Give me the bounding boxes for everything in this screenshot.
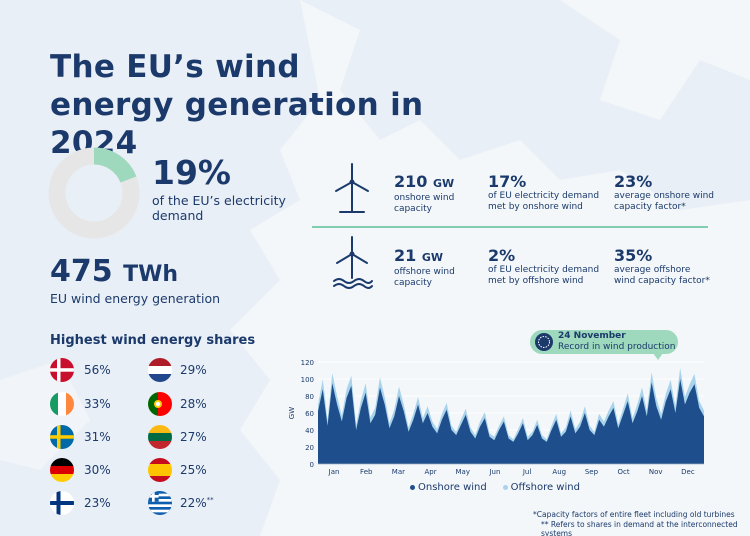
greece-share: 22%** — [180, 496, 214, 510]
onshore-demand-stat: 17% of EU electricity demand met by onsh… — [488, 172, 613, 213]
portugal-share: 28% — [180, 397, 207, 411]
x-tick-label: Mar — [392, 468, 405, 476]
generation-value: 475 TWh — [50, 255, 178, 292]
record-callout — [530, 330, 678, 354]
x-tick-label: Dec — [681, 468, 695, 476]
donut-share-arc — [48, 147, 140, 239]
netherlands-flag-icon — [148, 358, 172, 382]
record-badge-icon — [535, 333, 553, 351]
offshore-factor-value: 35% — [614, 246, 653, 265]
demand-share-donut — [48, 147, 140, 239]
demand-share-value: 19% — [152, 153, 231, 192]
offshore-demand-value: 2% — [488, 246, 516, 265]
onshore-factor-stat: 23% average onshore wind capacity factor… — [614, 172, 714, 213]
offshore-factor-stat: 35% average offshore wind capacity facto… — [614, 246, 714, 287]
y-tick-label: 80 — [305, 393, 314, 401]
y-tick-label: 40 — [305, 427, 314, 435]
wind-production-chart: 0 20 40 60 80 100 120 GW Jan Feb Mar Apr May Jun Jul Au… — [288, 359, 704, 476]
x-tick-label: Jun — [488, 468, 500, 476]
callout-date: 24 November — [558, 331, 626, 341]
legend-onshore: Onshore wind — [418, 482, 487, 493]
x-tick-label: Aug — [552, 468, 566, 476]
germany-share: 30% — [84, 463, 111, 477]
shares-title: Highest wind energy shares — [50, 333, 256, 348]
footnote-capacity: *Capacity factors of entire fleet includ… — [533, 510, 735, 519]
onshore-factor-value: 23% — [614, 172, 653, 191]
lithuania-flag-icon — [148, 425, 172, 449]
onshore-legend-dot — [410, 484, 415, 490]
finland-share: 23% — [84, 496, 111, 510]
onshore-capacity-number: 210 — [394, 172, 428, 191]
y-tick-label: 0 — [310, 461, 314, 469]
netherlands-share: 29% — [180, 363, 207, 377]
denmark-share: 56% — [84, 363, 111, 377]
chart-legend: Onshore wind Offshore wind — [410, 482, 580, 493]
greece-flag-icon — [148, 491, 172, 515]
x-tick-label: May — [456, 468, 470, 476]
germany-flag-icon — [50, 458, 74, 482]
onshore-factor-text: average onshore wind capacity factor* — [614, 191, 714, 212]
generation-text: EU wind energy generation — [50, 291, 221, 306]
x-tick-label: Nov — [649, 468, 663, 476]
callout-pointer — [653, 353, 663, 360]
offshore-capacity-unit: GW — [421, 251, 444, 264]
ireland-share: 33% — [84, 397, 111, 411]
sweden-share: 31% — [84, 430, 111, 444]
lithuania-share: 27% — [180, 430, 207, 444]
offshore-capacity-number: 21 — [394, 246, 417, 265]
x-tick-label: Jul — [522, 468, 532, 476]
generation-number: 475 — [50, 254, 113, 289]
onshore-demand-text: of EU electricity demand met by onshore … — [488, 191, 600, 212]
onshore-capacity-text: onshore wind capacity — [394, 193, 455, 214]
offshore-demand-stat: 2% of EU electricity demand met by offsh… — [488, 246, 613, 287]
finland-flag-icon — [50, 491, 74, 515]
y-axis-label: GW — [288, 407, 296, 419]
generation-unit: TWh — [123, 262, 179, 287]
greece-share-note: ** — [206, 496, 214, 504]
onshore-turbine-icon — [335, 163, 369, 213]
y-tick-label: 60 — [305, 410, 314, 418]
offshore-capacity-value: 21 GW — [394, 246, 474, 267]
section-divider — [312, 226, 708, 228]
legend-offshore: Offshore wind — [510, 482, 580, 493]
offshore-turbine-icon — [333, 236, 373, 289]
x-tick-label: Jan — [328, 468, 340, 476]
y-tick-label: 100 — [301, 376, 314, 384]
spain-share: 25% — [180, 463, 207, 477]
x-tick-label: Sep — [585, 468, 599, 476]
onshore-demand-value: 17% — [488, 172, 527, 191]
offshore-capacity-text: offshore wind capacity — [394, 267, 455, 288]
spain-flag-icon — [148, 458, 172, 482]
y-tick-label: 20 — [305, 444, 314, 452]
sweden-flag-icon — [50, 425, 74, 449]
x-tick-label: Apr — [425, 468, 437, 476]
onshore-capacity-value: 210 GW — [394, 172, 474, 193]
onshore-capacity-unit: GW — [432, 177, 455, 190]
footnote-shares: ** Refers to shares in demand at the int… — [541, 520, 738, 536]
offshore-factor-text: average offshore wind capacity factor* — [614, 265, 710, 286]
x-tick-label: Oct — [618, 468, 630, 476]
demand-share-text: of the EU’s electricity demand — [152, 193, 286, 223]
offshore-demand-text: of EU electricity demand met by offshore… — [488, 265, 600, 286]
callout-text: Record in wind production — [558, 342, 676, 352]
x-tick-label: Feb — [360, 468, 373, 476]
ireland-flag-icon — [50, 392, 74, 416]
y-tick-label: 120 — [301, 359, 314, 367]
onshore-capacity-stat: 210 GW onshore wind capacity — [394, 172, 474, 215]
portugal-flag-icon — [148, 392, 172, 416]
denmark-flag-icon — [50, 358, 74, 382]
greece-share-value: 22% — [180, 496, 207, 510]
offshore-legend-dot — [502, 484, 508, 490]
page-title: The EU’s wind energy generation in 2024 — [50, 49, 424, 161]
offshore-capacity-stat: 21 GW offshore wind capacity — [394, 246, 474, 289]
onshore-wind-area — [318, 379, 704, 464]
